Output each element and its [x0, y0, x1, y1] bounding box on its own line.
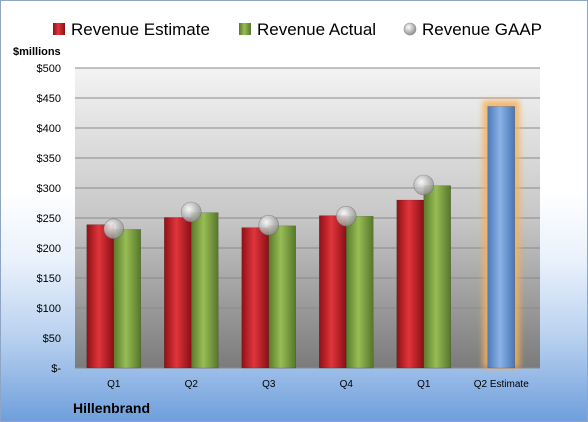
legend-swatch: [403, 22, 417, 36]
bars: [86, 100, 520, 369]
gridlines: [75, 67, 540, 369]
bar: [164, 217, 192, 369]
legend-label: Revenue Estimate: [71, 20, 210, 39]
x-tick-label: Q3: [262, 379, 276, 390]
x-tick-label: Q4: [340, 379, 354, 390]
gaap-point: [103, 218, 125, 240]
y-axis-unit-label: $millions: [13, 46, 61, 58]
bar: [319, 215, 347, 369]
x-tick-label: Q1: [417, 379, 431, 390]
legend-swatch: [53, 23, 65, 35]
y-tick-label: $350: [37, 153, 61, 165]
y-tick-label: $400: [37, 123, 61, 135]
y-tick-label: $-: [51, 363, 61, 375]
y-tick-label: $250: [37, 213, 61, 225]
y-tick-label: $300: [37, 183, 61, 195]
x-tick-label: Q2 Estimate: [474, 379, 529, 390]
bar: [191, 212, 219, 369]
gaap-markers: [103, 174, 435, 240]
y-tick-label: $150: [37, 273, 61, 285]
bar: [86, 224, 114, 369]
gaap-point: [413, 174, 435, 196]
gaap-point: [180, 201, 202, 223]
gaap-point: [258, 214, 280, 236]
x-tick-label: Q2: [185, 379, 199, 390]
x-axis-tick-labels: Q1 Q2 Q3 Q4 Q1 Q2 Estimate: [107, 379, 529, 390]
legend-swatch: [239, 23, 251, 35]
y-tick-label: $450: [37, 93, 61, 105]
bar: [268, 225, 296, 369]
y-tick-label: $100: [37, 303, 61, 315]
legend-label: Revenue GAAP: [422, 20, 542, 39]
gaap-point: [335, 205, 357, 227]
bar: [487, 106, 515, 369]
bar: [396, 199, 424, 369]
legend: Revenue Estimate Revenue Actual Revenue GA…: [53, 20, 542, 39]
bar: [113, 229, 141, 369]
bar: [241, 227, 269, 369]
bar: [423, 185, 451, 369]
y-tick-label: $50: [43, 333, 61, 345]
legend-label: Revenue Actual: [257, 20, 376, 39]
y-tick-label: $500: [37, 63, 61, 75]
y-tick-label: $200: [37, 243, 61, 255]
bar: [346, 215, 374, 369]
x-tick-label: Q1: [107, 379, 121, 390]
company-name: Hillenbrand: [73, 400, 150, 416]
y-axis-tick-labels: $- $50 $100 $150 $200 $250 $300 $350 $400 $450 $50…: [37, 63, 62, 375]
